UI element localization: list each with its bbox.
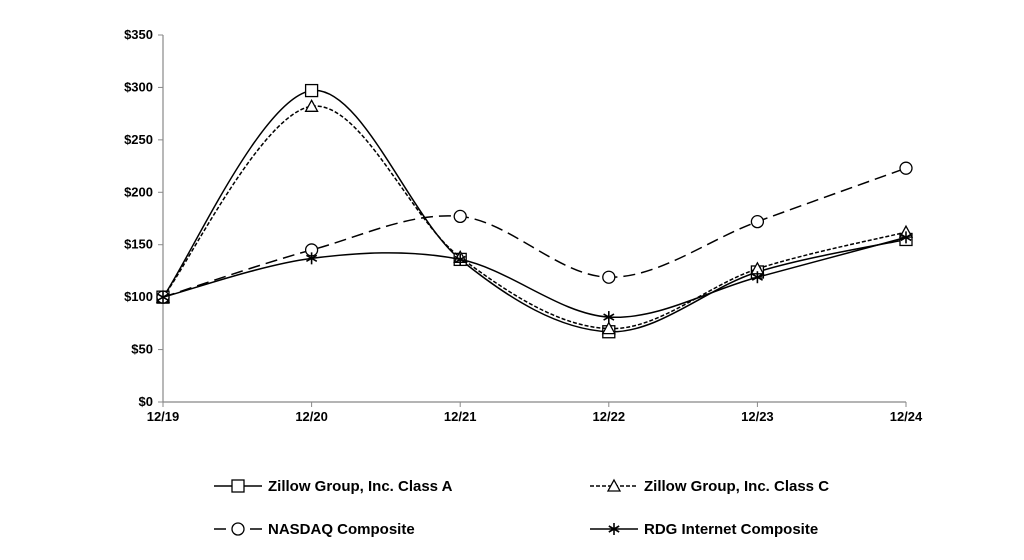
data-point-marker [751,271,763,284]
y-tick-label: $50 [131,342,153,357]
series-layer [155,83,914,339]
data-point-marker [899,161,913,175]
x-tick-label: 12/20 [295,409,328,424]
data-point-marker [306,252,318,265]
data-point-marker [603,311,615,324]
legend-marker [608,523,620,535]
x-tick-label: 12/21 [444,409,477,424]
data-point-marker [157,291,169,304]
x-tick-label: 12/19 [147,409,180,424]
series-line [162,105,907,330]
data-point-marker [304,98,319,112]
legend-entry: Zillow Group, Inc. Class A [214,478,453,495]
data-point-marker [304,83,319,98]
data-point-marker [900,231,912,244]
y-tick-label: $350 [124,27,153,42]
legend-entry: NASDAQ Composite [214,521,415,538]
series-line [162,236,907,318]
series-4 [157,231,912,324]
y-tick-label: $100 [124,289,153,304]
series-line [162,89,907,333]
legend-label: RDG Internet Composite [644,521,818,538]
series-1 [156,83,913,339]
legend-label: Zillow Group, Inc. Class A [268,478,453,495]
legend-marker [231,522,245,536]
x-tick-label: 12/23 [741,409,774,424]
x-tick-label: 12/22 [593,409,626,424]
legend-marker [231,479,245,493]
y-tick-label: $300 [124,79,153,94]
y-tick-label: $250 [124,132,153,147]
chart-legend: Zillow Group, Inc. Class A Zillow Group, … [214,478,829,538]
legend-entry: Zillow Group, Inc. Class C [590,478,829,495]
x-tick-label: 12/24 [890,409,923,424]
y-tick-label: $150 [124,237,153,252]
data-point-marker [601,321,616,335]
legend-label: Zillow Group, Inc. Class C [644,478,829,495]
legend-label: NASDAQ Composite [268,521,415,538]
series-line [162,167,907,298]
series-2 [155,98,914,335]
legend-marker [606,478,622,492]
data-point-marker [453,209,467,224]
data-point-marker [454,253,466,266]
legend-entry: RDG Internet Composite [590,521,818,538]
data-point-marker [602,270,616,284]
y-tick-label: $200 [124,184,153,199]
data-point-marker [750,214,765,229]
chart-axes: $0 $50 $100 $150 $200 $250 $300 $350 12/19 12/20 1… [124,27,923,424]
series-3 [156,161,913,304]
y-tick-label: $0 [139,394,153,409]
